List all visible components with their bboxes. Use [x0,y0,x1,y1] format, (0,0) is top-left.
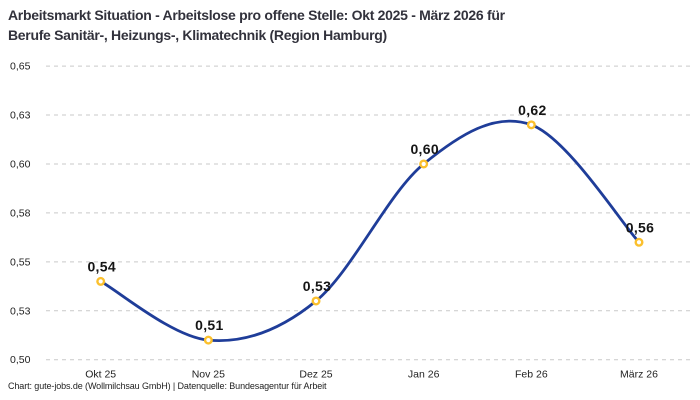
data-point-marker [96,276,106,286]
chart-title: Arbeitsmarkt Situation - Arbeitslose pro… [8,5,505,45]
data-point-marker [419,159,429,169]
x-axis-tick-label: Nov 25 [192,369,225,381]
chart-title-line-2: Berufe Sanitär-, Heizungs-, Klimatechnik… [8,27,387,43]
data-point-label: 0,54 [87,258,115,274]
y-axis-tick-label: 0,65 [10,61,31,73]
data-point-label: 0,51 [195,317,223,333]
y-axis-tick-label: 0,53 [10,305,31,317]
x-axis-tick-label: Okt 25 [85,369,116,381]
x-axis-tick-label: Feb 26 [515,369,548,381]
data-point-label: 0,53 [303,278,331,294]
x-axis-tick-label: März 26 [620,369,658,381]
data-point-label: 0,60 [410,141,438,157]
data-point-marker [311,296,321,306]
data-point-marker [526,120,536,130]
y-axis-tick-label: 0,55 [10,256,31,268]
data-point-label: 0,56 [626,219,654,235]
y-axis-tick-label: 0,50 [10,354,31,366]
chart-credit: Chart: gute-jobs.de (Wollmilchsau GmbH) … [8,381,327,391]
y-axis-tick-label: 0,60 [10,158,31,170]
data-point-marker [634,237,644,247]
y-axis-tick-label: 0,58 [10,207,31,219]
series-line [99,119,641,343]
data-point-marker [203,335,213,345]
y-axis-tick-label: 0,63 [10,110,31,122]
x-axis-tick-label: Jan 26 [408,369,440,381]
data-point-label: 0,62 [518,102,546,118]
chart-title-line-1: Arbeitsmarkt Situation - Arbeitslose pro… [8,7,505,23]
x-axis-tick-label: Dez 25 [299,369,332,381]
